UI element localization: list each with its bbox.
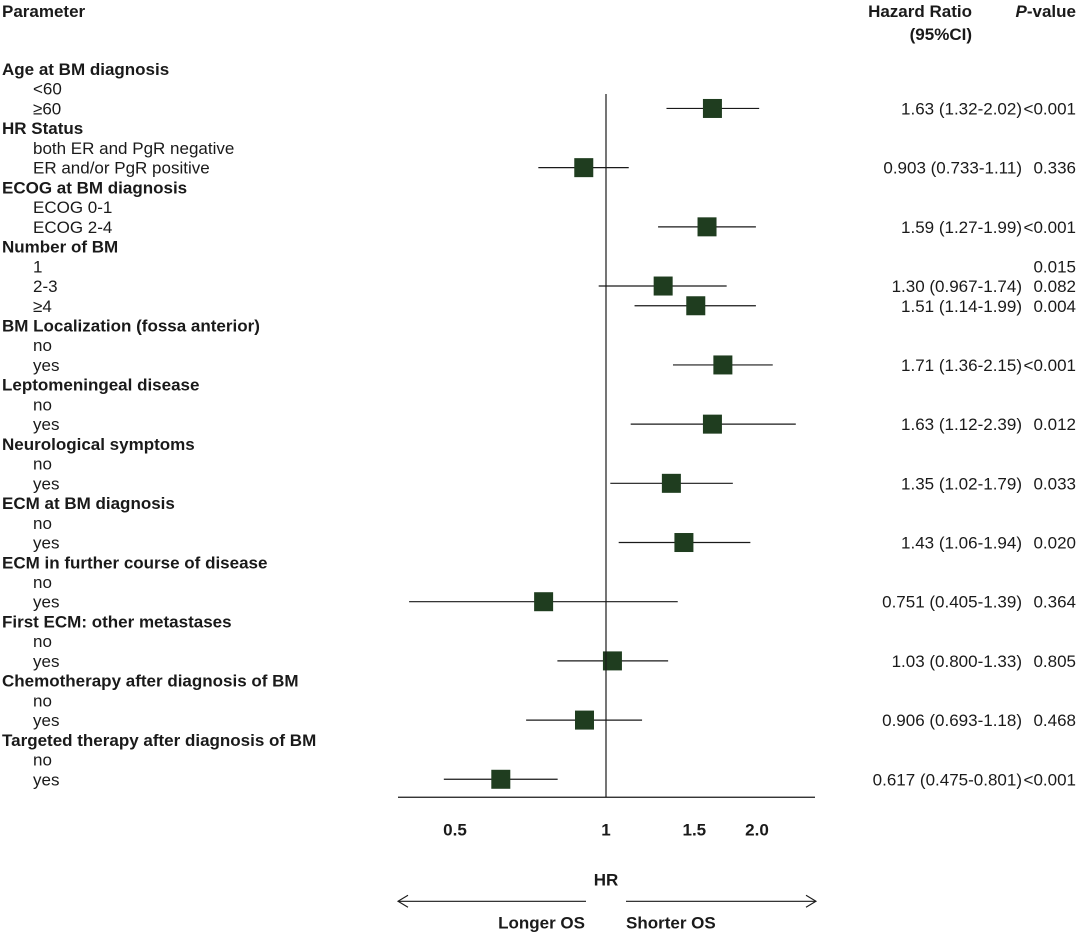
- group-label: Leptomeningeal disease: [2, 376, 199, 395]
- row-label: ≥4: [33, 297, 52, 316]
- row-label: 2-3: [33, 277, 58, 296]
- row-label: <60: [33, 80, 62, 99]
- hr-marker: [702, 414, 722, 434]
- plot-area: [409, 94, 796, 798]
- hr-marker: [674, 533, 694, 553]
- p-value: 0.033: [1033, 474, 1076, 493]
- column-headers: Parameter Hazard Ratio (95%CI) P-value: [2, 2, 1076, 44]
- arrow-right-label: Shorter OS: [626, 913, 716, 932]
- group-label: ECOG at BM diagnosis: [2, 178, 187, 197]
- hr-ci-value: 0.751 (0.405-1.39): [882, 593, 1022, 612]
- hr-marker: [534, 592, 554, 612]
- p-value: 0.082: [1033, 277, 1076, 296]
- row-label: no: [33, 751, 52, 770]
- x-tick-label: 1.5: [683, 820, 707, 839]
- hr-ci-value: 1.59 (1.27-1.99): [901, 218, 1022, 237]
- hr-marker: [653, 276, 673, 296]
- row-label: yes: [33, 652, 59, 671]
- hr-ci-value: 1.51 (1.14-1.99): [901, 297, 1022, 316]
- group-label: First ECM: other metastases: [2, 612, 232, 631]
- row-label: no: [33, 455, 52, 474]
- group-label: Chemotherapy after diagnosis of BM: [2, 672, 299, 691]
- x-axis: 0.5 1 1.5 2.0 HR Longer OS Shorter OS: [396, 796, 818, 932]
- parameter-header: Parameter: [2, 2, 86, 21]
- row-label: ECOG 0-1: [33, 198, 112, 217]
- arrow-left-head: [396, 894, 409, 908]
- row-label: ECOG 2-4: [33, 218, 112, 237]
- hr-ci-value: 1.71 (1.36-2.15): [901, 356, 1022, 375]
- group-label: HR Status: [2, 119, 83, 138]
- row-label: yes: [33, 593, 59, 612]
- row-label: no: [33, 336, 52, 355]
- row-label: yes: [33, 770, 59, 789]
- row-label: ER and/or PgR positive: [33, 159, 210, 178]
- row-label: yes: [33, 415, 59, 434]
- hr-ci-value: 1.35 (1.02-1.79): [901, 474, 1022, 493]
- table-rows: Age at BM diagnosis<60≥60 1.63 (1.32-2.02…: [2, 60, 1076, 789]
- hr-ci-value: 1.63 (1.12-2.39): [901, 415, 1022, 434]
- row-label: no: [33, 395, 52, 414]
- group-label: Number of BM: [2, 238, 118, 257]
- hr-ci-value: 0.906 (0.693-1.18): [882, 711, 1022, 730]
- hr-marker: [574, 710, 594, 730]
- group-label: Age at BM diagnosis: [2, 60, 169, 79]
- p-value-header-rest: -value: [1027, 2, 1076, 21]
- hr-ci-value: 1.43 (1.06-1.94): [901, 534, 1022, 553]
- p-value: <0.001: [1024, 356, 1076, 375]
- p-value-header-italic: P: [1016, 2, 1028, 21]
- hr-marker: [697, 217, 717, 237]
- row-label: no: [33, 514, 52, 533]
- arrow-left-label: Longer OS: [498, 913, 585, 932]
- x-tick-label: 0.5: [443, 820, 467, 839]
- hr-ci-value: 1.63 (1.32-2.02): [901, 99, 1022, 118]
- p-value: 0.805: [1033, 652, 1076, 671]
- hr-marker: [491, 769, 511, 789]
- p-value-header: P-value: [1016, 2, 1076, 21]
- row-label: yes: [33, 356, 59, 375]
- group-label: Neurological symptoms: [2, 435, 195, 454]
- hr-marker: [602, 651, 622, 671]
- row-label: 1: [33, 257, 42, 276]
- p-value: 0.468: [1033, 711, 1076, 730]
- p-value: 0.364: [1033, 593, 1076, 612]
- row-label: yes: [33, 474, 59, 493]
- p-value: <0.001: [1024, 99, 1076, 118]
- hr-marker: [702, 98, 722, 118]
- hr-ci-value: 0.903 (0.733-1.11): [883, 159, 1022, 178]
- hr-marker: [661, 473, 681, 493]
- row-label: ≥60: [33, 99, 61, 118]
- row-label: no: [33, 691, 52, 710]
- row-label: yes: [33, 711, 59, 730]
- p-value: 0.336: [1033, 159, 1076, 178]
- hazard-ratio-header: Hazard Ratio: [868, 2, 972, 21]
- x-tick-label: 1: [601, 820, 610, 839]
- p-value: <0.001: [1024, 770, 1076, 789]
- p-value: 0.004: [1033, 297, 1076, 316]
- p-value: <0.001: [1024, 218, 1076, 237]
- row-label: no: [33, 632, 52, 651]
- hr-marker: [686, 296, 706, 316]
- p-value: 0.012: [1033, 415, 1076, 434]
- ci-header: (95%CI): [910, 25, 972, 44]
- row-label: both ER and PgR negative: [33, 139, 234, 158]
- hr-ci-value: 1.03 (0.800-1.33): [892, 652, 1022, 671]
- x-tick-label: 2.0: [745, 820, 769, 839]
- row-label: no: [33, 573, 52, 592]
- p-value: 0.020: [1033, 534, 1076, 553]
- row-label: yes: [33, 534, 59, 553]
- arrow-right-head: [805, 894, 818, 908]
- hr-marker: [713, 355, 733, 375]
- group-label: ECM at BM diagnosis: [2, 494, 175, 513]
- x-axis-label: HR: [594, 870, 619, 889]
- group-label: Targeted therapy after diagnosis of BM: [2, 731, 316, 750]
- group-label: BM Localization (fossa anterior): [2, 316, 260, 335]
- group-label: ECM in further course of disease: [2, 553, 267, 572]
- p-value: 0.015: [1033, 257, 1076, 276]
- hr-marker: [574, 158, 594, 178]
- hr-ci-value: 0.617 (0.475-0.801): [873, 770, 1022, 789]
- hr-ci-value: 1.30 (0.967-1.74): [892, 277, 1022, 296]
